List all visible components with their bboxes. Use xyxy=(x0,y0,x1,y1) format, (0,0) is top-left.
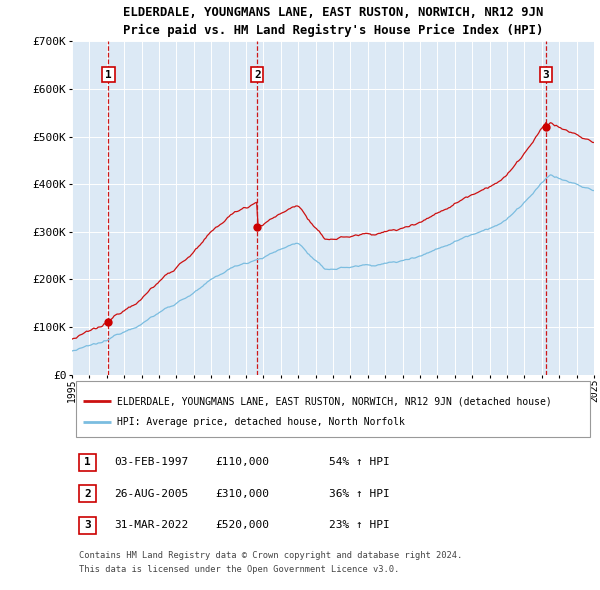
Text: £520,000: £520,000 xyxy=(215,520,269,530)
Text: Contains HM Land Registry data © Crown copyright and database right 2024.: Contains HM Land Registry data © Crown c… xyxy=(79,551,462,560)
Text: 2: 2 xyxy=(84,489,91,499)
Text: HPI: Average price, detached house, North Norfolk: HPI: Average price, detached house, Nort… xyxy=(117,417,405,427)
FancyBboxPatch shape xyxy=(79,485,97,502)
Text: 26-AUG-2005: 26-AUG-2005 xyxy=(114,489,188,499)
Text: 2: 2 xyxy=(254,70,260,80)
Text: 03-FEB-1997: 03-FEB-1997 xyxy=(114,457,188,467)
Text: 36% ↑ HPI: 36% ↑ HPI xyxy=(329,489,389,499)
Text: 3: 3 xyxy=(84,520,91,530)
Text: 31-MAR-2022: 31-MAR-2022 xyxy=(114,520,188,530)
FancyBboxPatch shape xyxy=(79,516,97,534)
Text: £110,000: £110,000 xyxy=(215,457,269,467)
FancyBboxPatch shape xyxy=(79,454,97,471)
Text: £310,000: £310,000 xyxy=(215,489,269,499)
Text: 3: 3 xyxy=(543,70,550,80)
Text: 54% ↑ HPI: 54% ↑ HPI xyxy=(329,457,389,467)
Text: 23% ↑ HPI: 23% ↑ HPI xyxy=(329,520,389,530)
Title: ELDERDALE, YOUNGMANS LANE, EAST RUSTON, NORWICH, NR12 9JN
Price paid vs. HM Land: ELDERDALE, YOUNGMANS LANE, EAST RUSTON, … xyxy=(123,6,543,37)
FancyBboxPatch shape xyxy=(76,381,590,437)
Text: This data is licensed under the Open Government Licence v3.0.: This data is licensed under the Open Gov… xyxy=(79,565,399,574)
Text: ELDERDALE, YOUNGMANS LANE, EAST RUSTON, NORWICH, NR12 9JN (detached house): ELDERDALE, YOUNGMANS LANE, EAST RUSTON, … xyxy=(117,396,552,407)
Text: 1: 1 xyxy=(84,457,91,467)
Text: 1: 1 xyxy=(105,70,112,80)
